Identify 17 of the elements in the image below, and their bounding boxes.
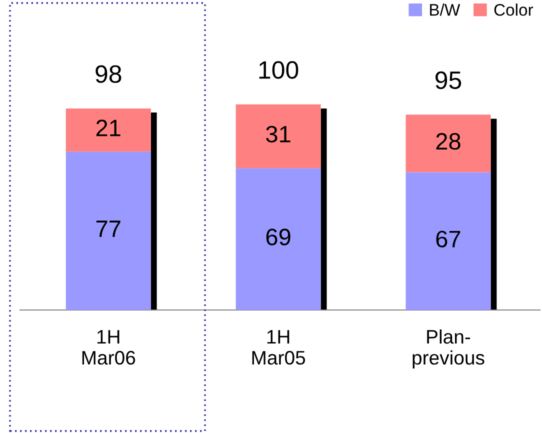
legend-label: Color: [494, 4, 534, 16]
total-label: 98: [96, 65, 122, 83]
data-label: 69: [266, 228, 290, 246]
bar: [406, 114, 491, 172]
x-tick-label: 1H Mar06: [82, 330, 136, 365]
x-tick-label: 1H Mar05: [252, 330, 306, 365]
legend-label: B/W: [430, 4, 460, 16]
total-label: 95: [436, 71, 462, 90]
x-tick-label: Plan- previous: [412, 329, 484, 369]
data-label: 31: [266, 126, 290, 143]
total-label: 100: [259, 61, 298, 79]
data-label: 28: [436, 133, 460, 150]
data-label: 67: [436, 230, 460, 248]
bar: [66, 108, 151, 152]
data-label: 77: [96, 220, 120, 237]
data-label: 21: [96, 120, 120, 136]
bar: [236, 104, 321, 168]
